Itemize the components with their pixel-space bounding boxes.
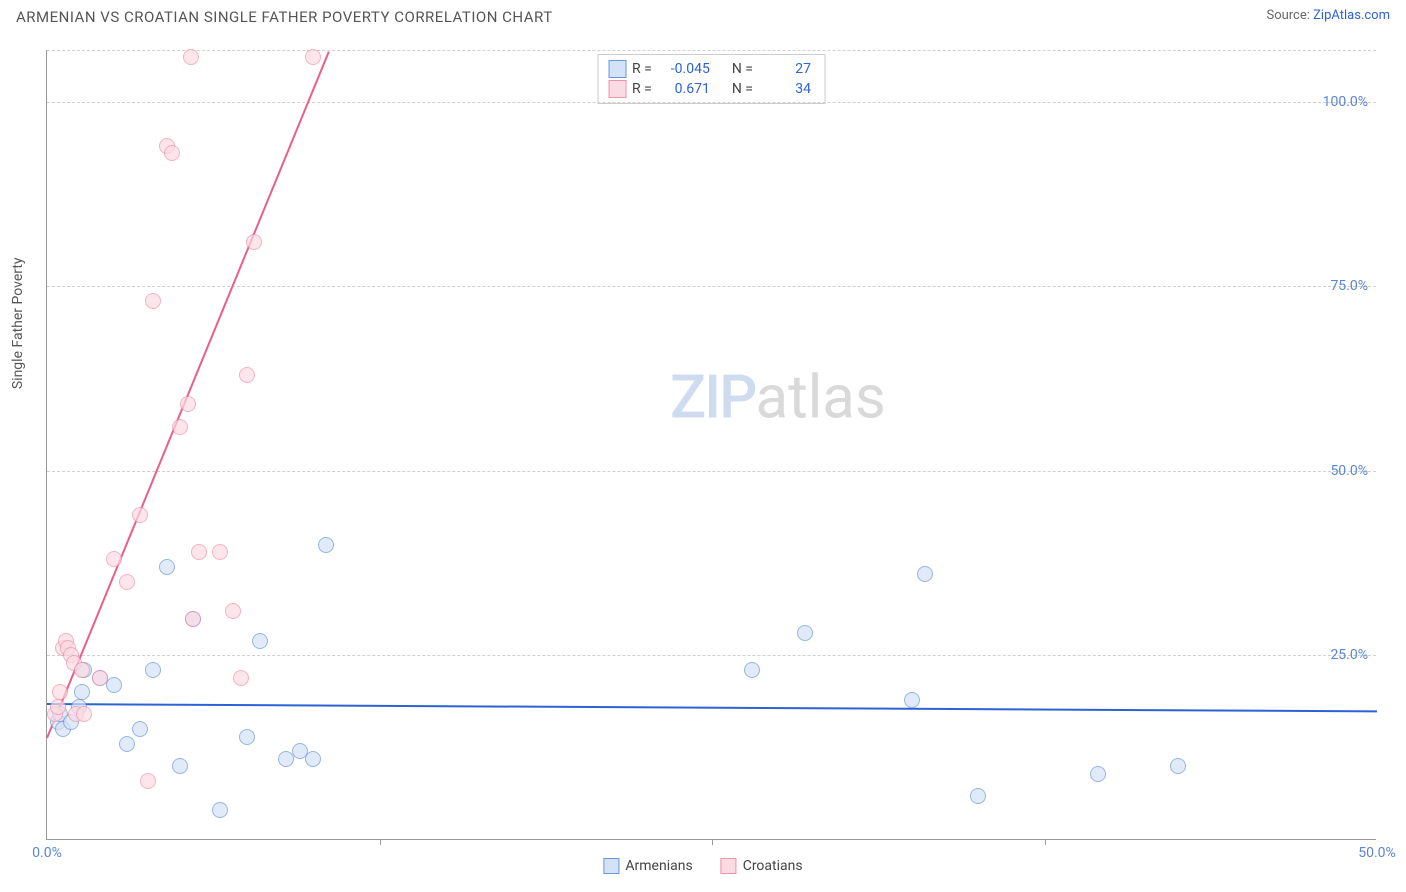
data-point — [159, 559, 175, 575]
x-tick-mark — [1045, 839, 1046, 845]
legend-r-label: R = — [632, 81, 652, 97]
y-axis-label: Single Father Poverty — [10, 257, 26, 389]
data-point — [172, 419, 188, 435]
legend-n-value: 34 — [759, 81, 811, 97]
data-point — [106, 551, 122, 567]
correlation-legend: R = -0.045 N = 27 R = 0.671 N = 34 — [597, 54, 826, 104]
data-point — [305, 751, 321, 767]
data-point — [239, 367, 255, 383]
data-point — [1170, 758, 1186, 774]
legend-item: Armenians — [603, 858, 692, 874]
data-point — [305, 49, 321, 65]
legend-swatch — [721, 858, 737, 874]
legend-n-label: N = — [732, 81, 753, 97]
data-point — [917, 566, 933, 582]
source-label: Source: ZipAtlas.com — [1266, 8, 1390, 23]
legend-r-value: -0.045 — [658, 61, 710, 77]
series-legend: Armenians Croatians — [603, 858, 802, 874]
data-point — [180, 396, 196, 412]
data-point — [183, 49, 199, 65]
data-point — [246, 234, 262, 250]
y-tick-label: 50.0% — [1330, 463, 1368, 479]
trendline — [47, 703, 1377, 712]
plot-area: ZIPatlas R = -0.045 N = 27 R = 0.671 N = 34 25.… — [46, 50, 1376, 840]
data-point — [904, 692, 920, 708]
data-point — [92, 670, 108, 686]
data-point — [132, 721, 148, 737]
data-point — [185, 611, 201, 627]
legend-r-value: 0.671 — [658, 81, 710, 97]
gridline-h — [47, 286, 1376, 287]
data-point — [132, 507, 148, 523]
legend-swatch — [608, 80, 626, 98]
legend-swatch — [608, 60, 626, 78]
data-point — [191, 544, 207, 560]
data-point — [225, 603, 241, 619]
data-point — [233, 670, 249, 686]
x-tick-mark — [380, 839, 381, 845]
gridline-h — [47, 50, 1376, 51]
legend-row: R = 0.671 N = 34 — [608, 79, 811, 99]
legend-n-label: N = — [732, 61, 753, 77]
legend-label: Croatians — [743, 858, 803, 874]
trendline — [46, 51, 330, 738]
data-point — [119, 574, 135, 590]
chart-container: Single Father Poverty ZIPatlas R = -0.045… — [0, 30, 1406, 880]
data-point — [212, 544, 228, 560]
gridline-h — [47, 655, 1376, 656]
gridline-h — [47, 102, 1376, 103]
y-tick-label: 75.0% — [1330, 278, 1368, 294]
legend-label: Armenians — [625, 858, 692, 874]
data-point — [212, 802, 228, 818]
x-tick-label: 50.0% — [1358, 845, 1396, 861]
gridline-h — [47, 471, 1376, 472]
legend-n-value: 27 — [759, 61, 811, 77]
data-point — [239, 729, 255, 745]
data-point — [76, 706, 92, 722]
data-point — [797, 625, 813, 641]
data-point — [140, 773, 156, 789]
data-point — [50, 699, 66, 715]
data-point — [52, 684, 68, 700]
data-point — [1090, 766, 1106, 782]
y-tick-label: 25.0% — [1330, 647, 1368, 663]
data-point — [164, 145, 180, 161]
data-point — [145, 293, 161, 309]
legend-item: Croatians — [721, 858, 803, 874]
watermark: ZIPatlas — [670, 362, 886, 433]
data-point — [252, 633, 268, 649]
data-point — [74, 662, 90, 678]
source-link[interactable]: ZipAtlas.com — [1313, 8, 1390, 23]
data-point — [318, 537, 334, 553]
legend-row: R = -0.045 N = 27 — [608, 59, 811, 79]
x-tick-label: 0.0% — [32, 845, 62, 861]
chart-title: ARMENIAN VS CROATIAN SINGLE FATHER POVER… — [16, 8, 553, 26]
legend-swatch — [603, 858, 619, 874]
data-point — [744, 662, 760, 678]
y-tick-label: 100.0% — [1323, 94, 1368, 110]
x-tick-mark — [712, 839, 713, 845]
data-point — [172, 758, 188, 774]
data-point — [74, 684, 90, 700]
legend-r-label: R = — [632, 61, 652, 77]
data-point — [145, 662, 161, 678]
data-point — [970, 788, 986, 804]
data-point — [119, 736, 135, 752]
